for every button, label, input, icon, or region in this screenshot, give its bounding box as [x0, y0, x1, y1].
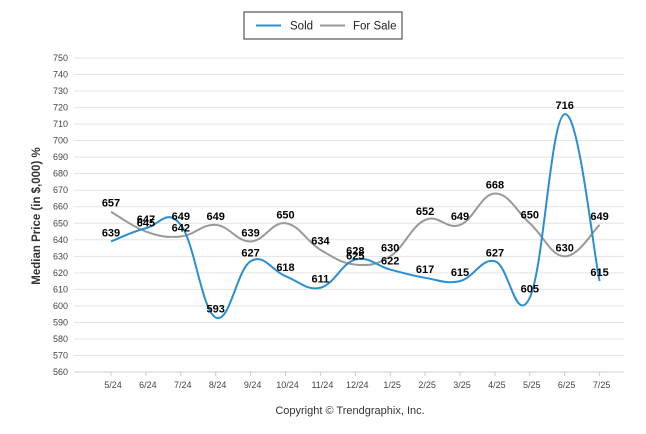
y-tick-label: 660 [53, 202, 68, 212]
data-label-for-sale: 649 [207, 211, 225, 223]
data-label-for-sale: 630 [556, 242, 574, 254]
data-label-for-sale: 652 [416, 206, 434, 218]
x-tick-label: 6/25 [558, 380, 576, 390]
y-tick-label: 730 [53, 86, 68, 96]
x-tick-label: 6/24 [139, 380, 157, 390]
x-tick-label: 7/24 [174, 380, 192, 390]
y-tick-label: 650 [53, 218, 68, 228]
x-tick-label: 5/25 [523, 380, 541, 390]
data-label-for-sale: 650 [521, 209, 539, 221]
copyright-text: Copyright © Trendgraphix, Inc. [275, 405, 424, 417]
data-label-sold: 647 [137, 214, 155, 226]
data-label-sold: 615 [451, 267, 469, 279]
data-label-sold: 617 [416, 264, 434, 276]
data-label-sold: 593 [207, 303, 225, 315]
series-line-for-sale [110, 192, 601, 267]
x-tick-label: 1/25 [383, 380, 401, 390]
x-tick-label: 10/24 [276, 380, 299, 390]
y-tick-label: 700 [53, 136, 68, 146]
data-label-sold: 605 [521, 284, 539, 296]
y-tick-label: 600 [53, 301, 68, 311]
legend-label-sold: Sold [290, 21, 313, 33]
data-label-sold: 649 [172, 211, 190, 223]
y-tick-label: 720 [53, 103, 68, 113]
y-tick-label: 710 [53, 119, 68, 129]
x-tick-label: 8/24 [209, 380, 227, 390]
y-tick-label: 750 [53, 53, 68, 63]
series-lines [110, 113, 601, 319]
data-label-for-sale: 642 [172, 222, 190, 234]
x-tick-label: 2/25 [418, 380, 436, 390]
data-label-for-sale: 649 [590, 211, 608, 223]
data-label-for-sale: 650 [276, 209, 294, 221]
data-label-sold: 615 [590, 267, 608, 279]
legend-label-for-sale: For Sale [353, 21, 396, 33]
series-line-sold [110, 113, 601, 319]
data-label-for-sale: 668 [486, 180, 504, 192]
x-tick-label: 9/24 [244, 380, 262, 390]
data-label-sold: 627 [486, 247, 504, 259]
y-axis-title: Median Price (in $,000) % [31, 147, 43, 284]
x-tick-label: 5/24 [104, 380, 122, 390]
y-tick-label: 620 [53, 268, 68, 278]
data-label-for-sale: 645 [137, 218, 155, 230]
y-tick-label: 630 [53, 251, 68, 261]
y-tick-label: 690 [53, 152, 68, 162]
y-tick-label: 680 [53, 169, 68, 179]
x-tick-label: 7/25 [593, 380, 611, 390]
data-label-sold: 611 [312, 274, 330, 286]
y-tick-label: 670 [53, 185, 68, 195]
y-tick-label: 740 [53, 70, 68, 80]
data-label-sold: 628 [346, 246, 364, 258]
y-tick-label: 610 [53, 284, 68, 294]
data-label-for-sale: 649 [451, 211, 469, 223]
y-tick-label: 640 [53, 235, 68, 245]
y-tick-label: 560 [53, 367, 68, 377]
gridlines [74, 57, 624, 373]
x-axis: 5/24 6/24 7/24 8/24 9/24 10/24 11/24 12/24 1/25 2… [74, 371, 624, 390]
x-tick-label: 4/25 [488, 380, 506, 390]
data-label-for-sale: 639 [241, 227, 259, 239]
data-label-sold: 622 [381, 256, 399, 268]
data-label-for-sale: 625 [346, 251, 364, 263]
data-label-sold: 627 [241, 247, 259, 259]
y-tick-label: 590 [53, 317, 68, 327]
data-label-sold: 716 [556, 100, 574, 112]
data-labels: 639 647 649 593 627 618 611 628 622 617 615 627 605 7… [102, 100, 609, 315]
legend[interactable]: Sold For Sale [243, 11, 403, 40]
data-label-sold: 618 [276, 262, 294, 274]
y-tick-label: 580 [53, 334, 68, 344]
data-label-for-sale: 634 [311, 236, 330, 248]
y-tick-label: 570 [53, 350, 68, 360]
x-tick-label: 12/24 [346, 380, 369, 390]
x-tick-label: 3/25 [453, 380, 471, 390]
data-label-for-sale: 630 [381, 242, 399, 254]
data-label-for-sale: 657 [102, 198, 120, 210]
y-axis: 560 570 580 590 600 610 620 630 640 650 660 670 680 6… [53, 53, 68, 377]
data-label-sold: 639 [102, 227, 120, 239]
x-tick-label: 11/24 [311, 380, 333, 390]
